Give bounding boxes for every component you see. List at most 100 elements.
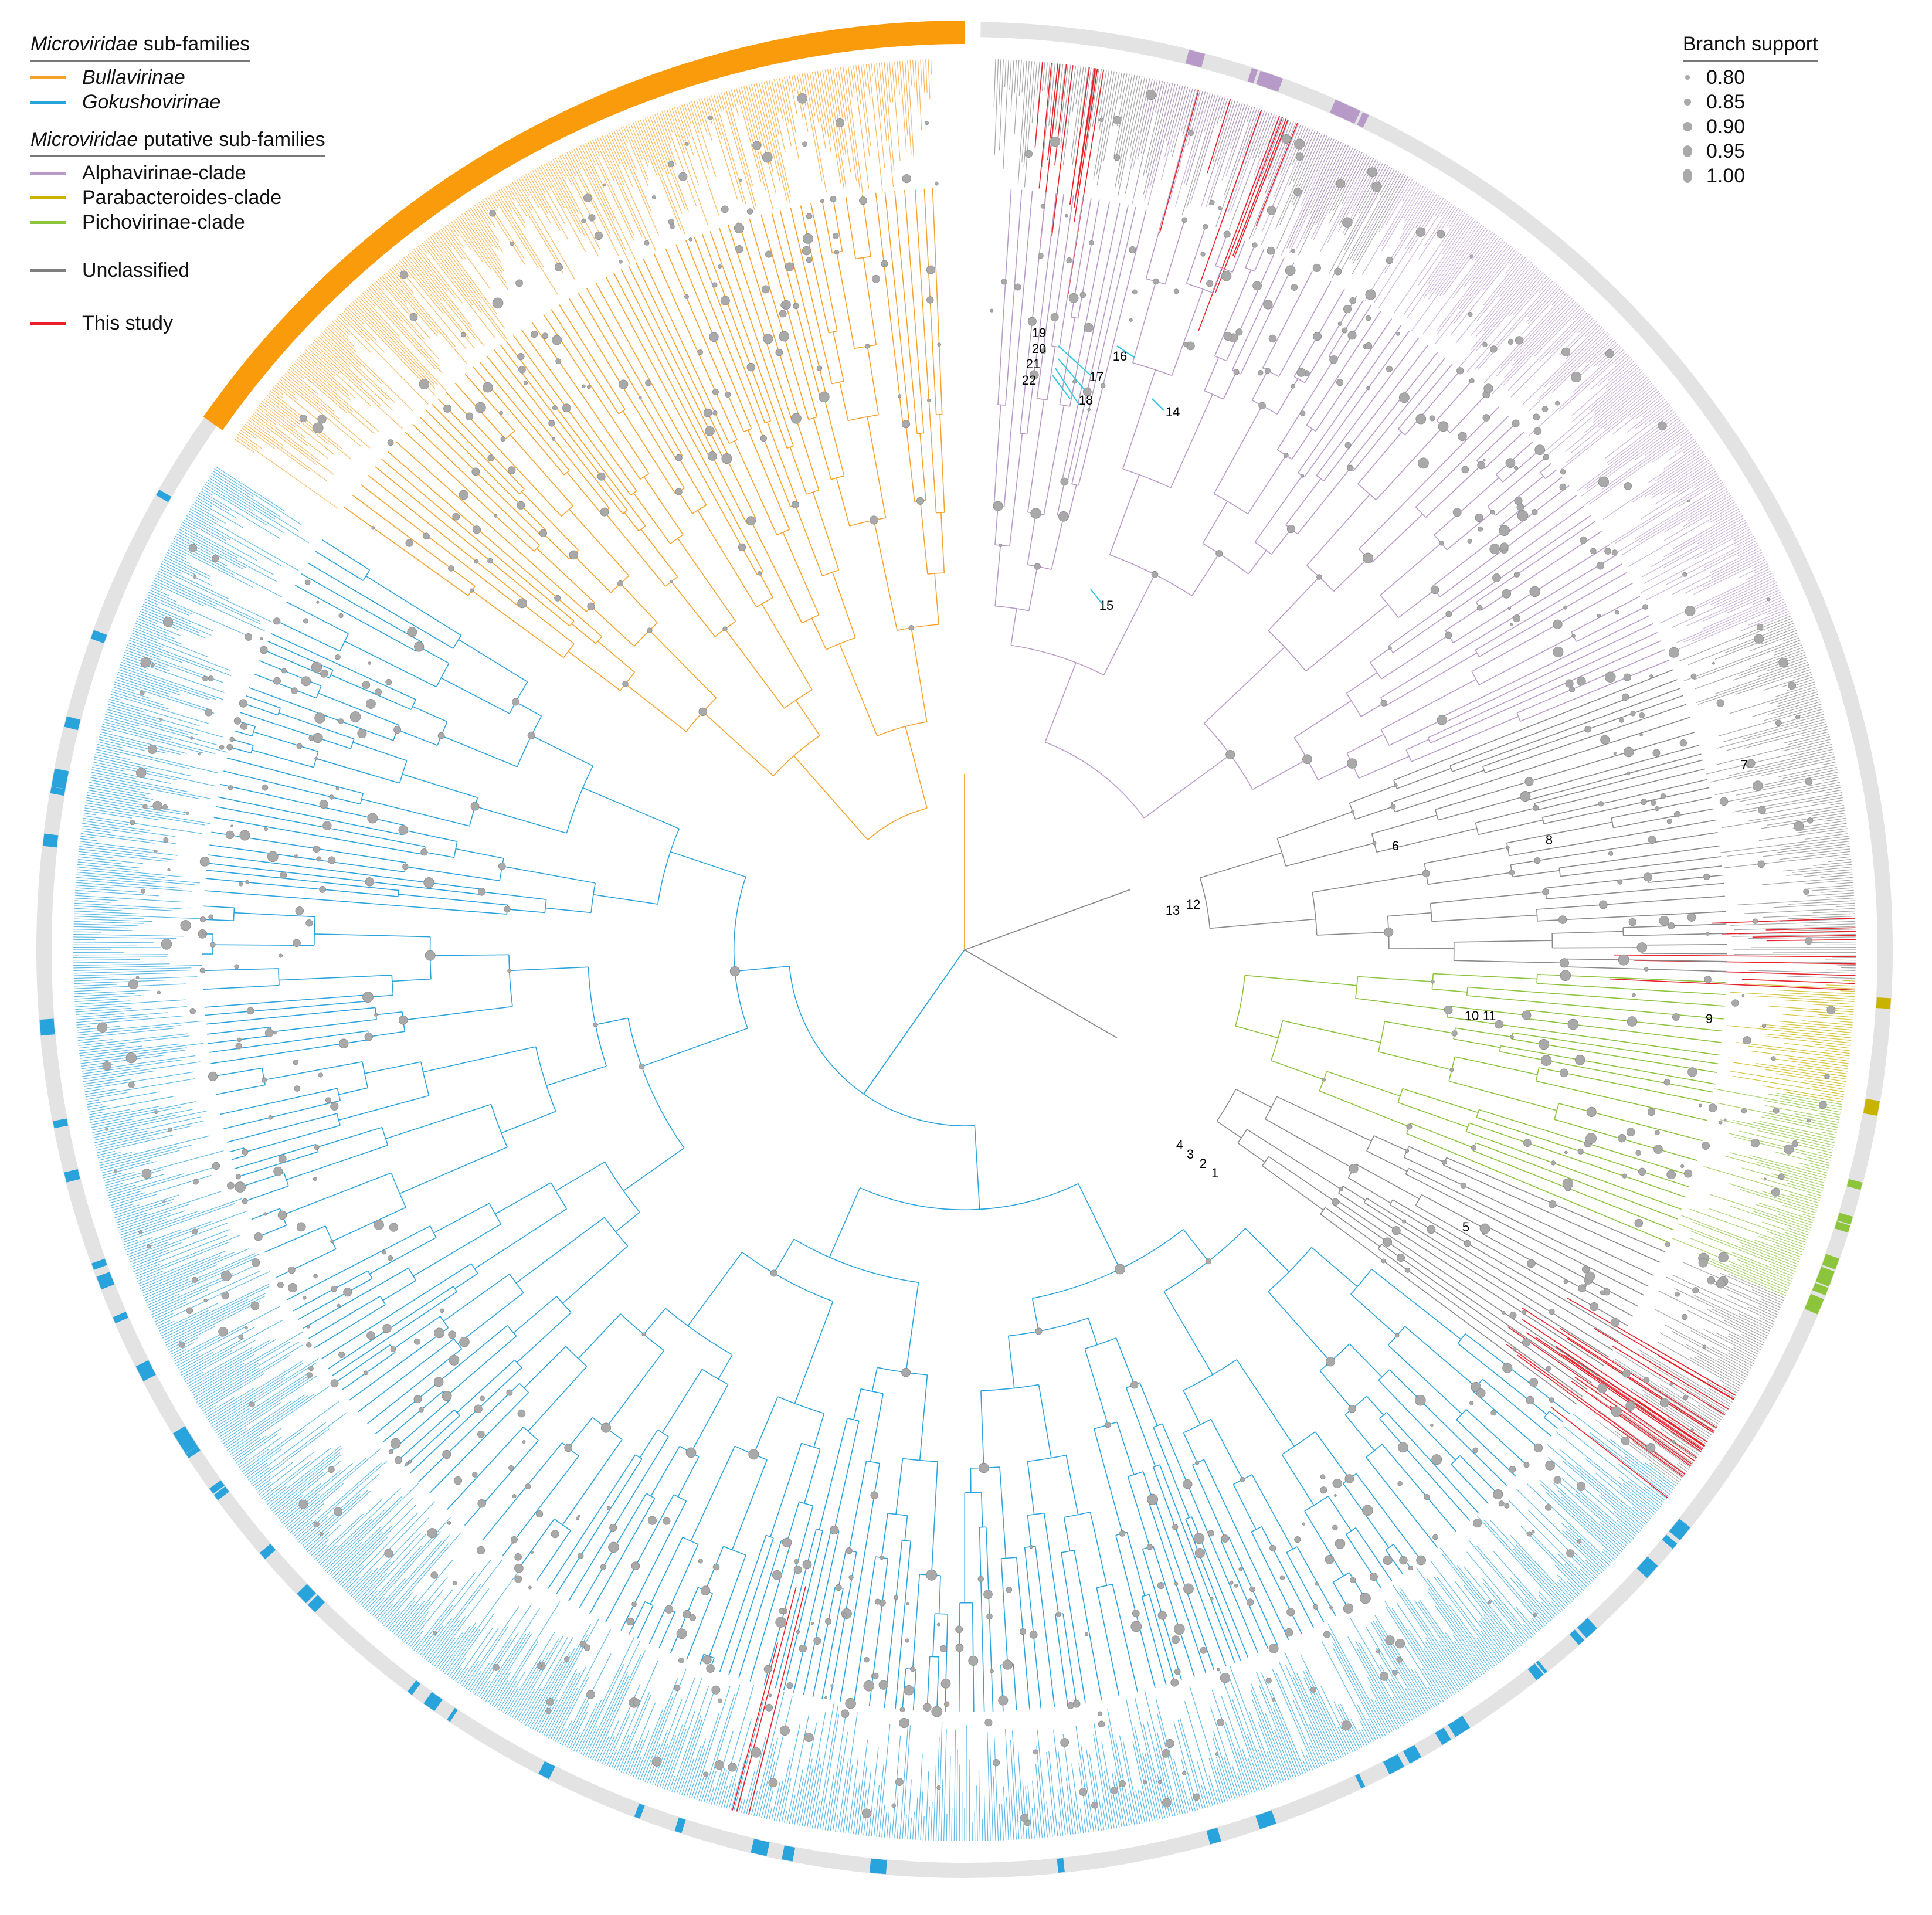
gokushovirinae-branch bbox=[1378, 1380, 1456, 1461]
gokushovirinae-branch bbox=[912, 1574, 921, 1669]
leaf-branch bbox=[159, 1310, 209, 1334]
support-dot bbox=[413, 1395, 422, 1404]
gokushovirinae-branch bbox=[315, 994, 368, 1000]
support-dot bbox=[479, 1395, 485, 1401]
leaf-branch bbox=[688, 1747, 706, 1798]
gokushovirinae-branch bbox=[361, 799, 470, 827]
support-dot bbox=[1523, 1139, 1532, 1147]
leaf-branch bbox=[157, 573, 260, 622]
support-dot bbox=[1344, 442, 1352, 449]
leaf-branch bbox=[278, 381, 296, 395]
gokushovirinae-branch bbox=[870, 1393, 884, 1462]
support-dot bbox=[1339, 1187, 1343, 1191]
support-dot bbox=[230, 824, 234, 828]
support-dot bbox=[1100, 383, 1106, 389]
support-dot bbox=[772, 1570, 782, 1580]
leaf-branch bbox=[1414, 1670, 1438, 1706]
unclassified-branch bbox=[1347, 1177, 1391, 1204]
leaf-branch bbox=[590, 1675, 629, 1759]
support-dot bbox=[1001, 279, 1007, 285]
leaf-branch bbox=[147, 594, 193, 615]
gokushovirinae-branch bbox=[580, 1458, 643, 1556]
support-dot bbox=[244, 1326, 248, 1330]
gokushovirinae-branch bbox=[349, 1344, 425, 1401]
leaf-branch bbox=[1510, 1577, 1550, 1623]
support-dot bbox=[423, 877, 434, 888]
support-dot bbox=[254, 1232, 263, 1241]
gokushovirinae-branch bbox=[508, 955, 513, 1007]
gokushovirinae-branch bbox=[604, 1162, 640, 1213]
support-dot bbox=[763, 1665, 772, 1673]
gokushovirinae-branch bbox=[331, 605, 417, 652]
gokushovirinae-branch bbox=[1040, 1593, 1055, 1707]
support-dot bbox=[1267, 246, 1275, 255]
alphavirinae-branch bbox=[1214, 493, 1248, 515]
leaf-branch bbox=[186, 515, 230, 541]
leaf-branch bbox=[86, 1092, 128, 1100]
leaf-branch bbox=[1221, 104, 1248, 181]
leaf-branch bbox=[385, 1611, 400, 1628]
support-dot bbox=[138, 1230, 142, 1234]
this-study-branch bbox=[1560, 1327, 1717, 1428]
alphavirinae-branch bbox=[1328, 330, 1346, 357]
leaf-branch bbox=[127, 1211, 246, 1255]
leaf-branch bbox=[256, 409, 276, 425]
alphavirinae-branch bbox=[1009, 433, 1023, 546]
leaf-branch bbox=[784, 1810, 787, 1823]
pichovirinae-branch bbox=[1432, 989, 1468, 993]
leaf-branch bbox=[566, 1702, 590, 1748]
gokushovirinae-branch bbox=[603, 1493, 647, 1567]
this-study-branch bbox=[1047, 63, 1058, 161]
support-dot bbox=[504, 906, 511, 913]
ring-tick bbox=[185, 1446, 201, 1459]
gokushovirinae-branch bbox=[1175, 1583, 1207, 1673]
gokushovirinae-branch bbox=[562, 1245, 629, 1304]
leaf-branch bbox=[811, 72, 826, 150]
leaf-branch bbox=[360, 294, 400, 338]
support-dot bbox=[242, 1198, 248, 1204]
support-dot bbox=[678, 1657, 684, 1663]
leaf-branch bbox=[1521, 288, 1563, 335]
support-dot bbox=[926, 398, 931, 403]
leaf-branch bbox=[196, 1341, 300, 1403]
leaf-branch bbox=[1636, 396, 1664, 419]
leaf-branch bbox=[115, 1201, 172, 1221]
support-dot bbox=[1611, 549, 1618, 556]
leaf-branch bbox=[1537, 332, 1608, 400]
gokushovirinae-branch bbox=[1387, 1344, 1462, 1415]
leaf-branch bbox=[284, 372, 339, 419]
gokushovirinae-branch bbox=[1115, 1337, 1135, 1386]
gokushovirinae-branch bbox=[403, 829, 457, 842]
leaf-branch bbox=[96, 749, 121, 756]
leaf-branch bbox=[688, 102, 700, 134]
leaf-branch bbox=[1093, 1722, 1112, 1829]
support-dot bbox=[1513, 614, 1521, 623]
leaf-branch bbox=[1788, 900, 1855, 905]
leaf-branch bbox=[455, 1627, 494, 1682]
gokushovirinae-branch bbox=[233, 912, 315, 918]
leaf-branch bbox=[1510, 1534, 1573, 1602]
leaf-branch bbox=[1812, 1086, 1845, 1092]
leaf-branch bbox=[153, 1270, 261, 1320]
support-dot bbox=[507, 968, 512, 973]
leaf-branch bbox=[1483, 263, 1534, 324]
support-dot bbox=[330, 1239, 334, 1244]
support-dot bbox=[899, 1707, 905, 1713]
support-dot bbox=[192, 1276, 198, 1283]
leaf-branch bbox=[85, 1089, 117, 1095]
leaf-branch bbox=[1306, 1754, 1313, 1771]
leaf-branch bbox=[189, 1354, 254, 1391]
leaf-branch bbox=[1778, 1214, 1812, 1226]
leaf-branch bbox=[590, 141, 634, 236]
leaf-branch bbox=[1258, 112, 1270, 142]
gokushovirinae-branch bbox=[1429, 1459, 1479, 1513]
this-study-branch bbox=[1517, 1354, 1684, 1478]
leaf-branch bbox=[1752, 995, 1855, 1002]
support-dot bbox=[668, 219, 675, 225]
support-dot bbox=[240, 722, 248, 730]
leaf-branch bbox=[1807, 885, 1854, 889]
leaf-branch bbox=[177, 1327, 255, 1369]
support-dot bbox=[1716, 1279, 1726, 1289]
leaf-branch bbox=[1147, 84, 1178, 206]
leaf-branch bbox=[1768, 1058, 1848, 1069]
